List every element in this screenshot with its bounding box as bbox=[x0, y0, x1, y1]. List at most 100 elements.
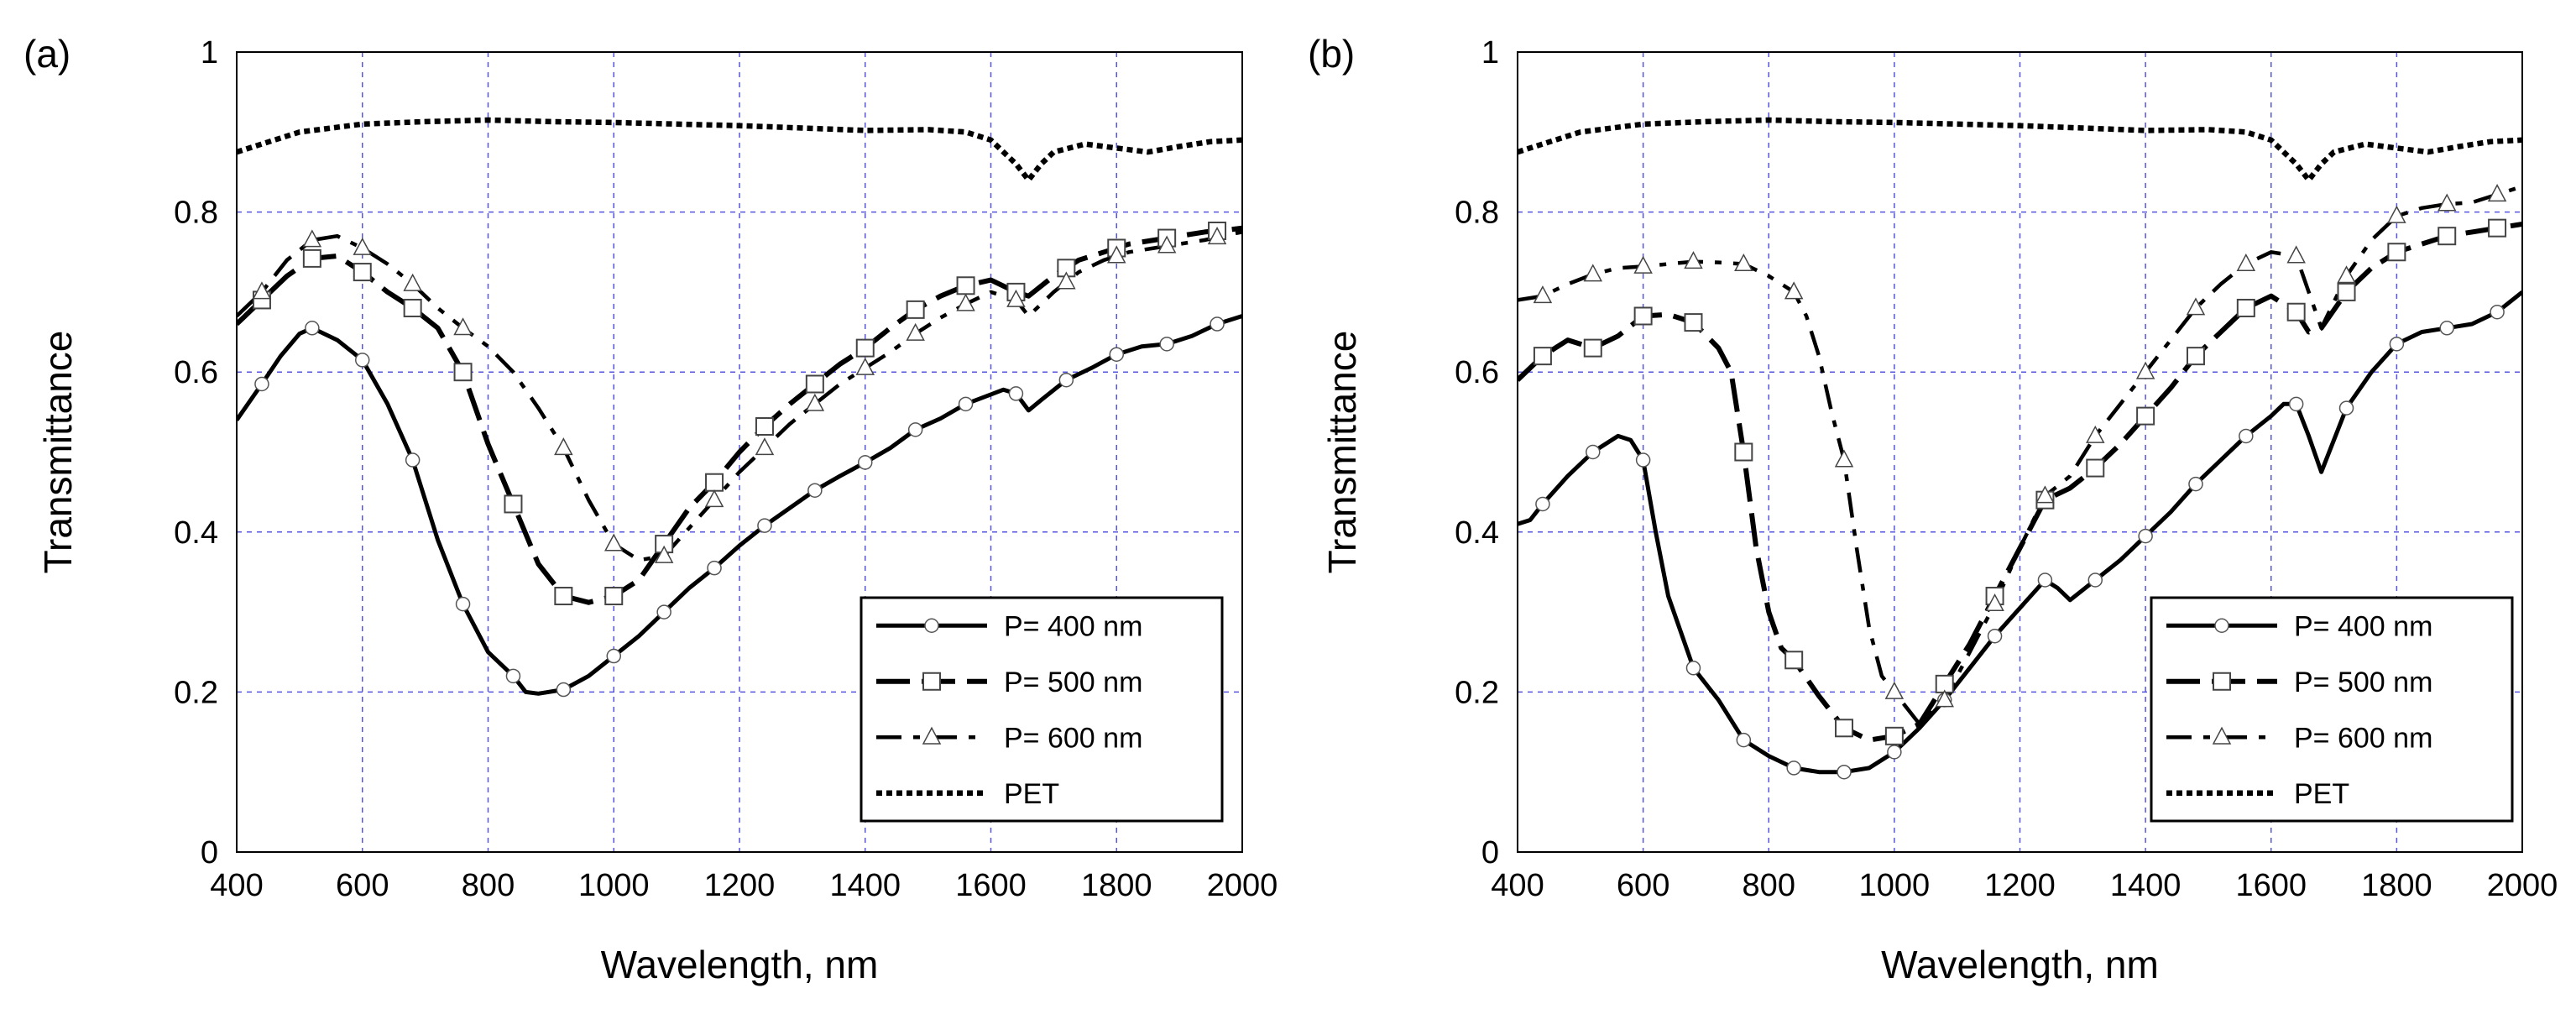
triangle-marker bbox=[1006, 289, 1026, 307]
x-tick-label: 1200 bbox=[704, 868, 776, 903]
triangle-marker bbox=[1684, 251, 1703, 269]
y-tick-label: 0.6 bbox=[174, 355, 218, 390]
series-line-1 bbox=[237, 314, 1242, 696]
circle-marker bbox=[1109, 347, 1124, 362]
square-marker bbox=[403, 298, 422, 317]
circle-marker bbox=[2338, 400, 2354, 416]
triangle-marker bbox=[604, 533, 624, 552]
y-tick-label: 0.4 bbox=[174, 515, 218, 551]
x-tick-label: 800 bbox=[1743, 868, 1795, 903]
triangle-marker bbox=[453, 317, 473, 336]
x-tick-label: 400 bbox=[210, 868, 263, 903]
legend-label-2: P= 500 nm bbox=[2294, 667, 2432, 698]
circle-marker bbox=[1837, 764, 1852, 780]
x-tick-label: 1200 bbox=[1984, 868, 2056, 903]
y-axis-label: Transmittance bbox=[1320, 331, 1364, 574]
chart-panel-b: 400 600 800 1000 1200 1400 1600 1800 2000 0 0.2 0.4… bbox=[1308, 32, 2558, 986]
circle-marker bbox=[1736, 732, 1752, 748]
circle-marker bbox=[2138, 528, 2153, 544]
series-line-4 bbox=[237, 117, 1242, 183]
series-line-4 bbox=[1518, 117, 2522, 183]
series-group bbox=[237, 117, 1242, 698]
circle-marker bbox=[556, 682, 572, 698]
triangle-marker bbox=[1533, 285, 1553, 304]
legend: P= 400 nm P= 500 nm P= 600 nm PET bbox=[2150, 596, 2514, 823]
circle-marker bbox=[958, 396, 974, 412]
series-group bbox=[1518, 117, 2522, 780]
x-tick-label: 600 bbox=[1617, 868, 1669, 903]
square-marker bbox=[554, 587, 573, 606]
x-tick-label: 1800 bbox=[2361, 868, 2432, 903]
square-marker bbox=[453, 363, 473, 382]
triangle-marker bbox=[2286, 245, 2306, 264]
triangle-marker bbox=[2487, 184, 2507, 202]
triangle-marker bbox=[1985, 593, 2004, 612]
square-marker bbox=[2236, 298, 2255, 317]
triangle-marker bbox=[906, 322, 925, 341]
circle-marker bbox=[1586, 444, 1601, 460]
circle-marker bbox=[606, 648, 621, 664]
legend-triangle-marker bbox=[2212, 726, 2232, 745]
x-axis-label: Wavelength, nm bbox=[601, 943, 879, 986]
circle-marker bbox=[1987, 628, 2003, 644]
square-marker bbox=[2488, 218, 2507, 238]
circle-marker bbox=[858, 455, 873, 470]
triangle-marker bbox=[855, 357, 875, 375]
x-tick-label: 1000 bbox=[1859, 868, 1931, 903]
y-tick-label: 0.2 bbox=[1455, 675, 1499, 710]
x-tick-label: 1400 bbox=[2110, 868, 2182, 903]
circle-marker bbox=[757, 518, 772, 533]
y-tick-label: 1 bbox=[201, 35, 218, 71]
circle-marker bbox=[2490, 304, 2505, 320]
square-marker bbox=[755, 417, 774, 437]
triangle-marker bbox=[1784, 281, 1804, 300]
legend-square-marker bbox=[922, 672, 941, 691]
y-tick-label: 0.4 bbox=[1455, 515, 1499, 551]
square-marker bbox=[302, 248, 321, 268]
y-tick-label: 0 bbox=[1481, 835, 1499, 870]
circle-marker bbox=[2087, 572, 2103, 588]
triangle-marker bbox=[2186, 297, 2206, 316]
square-marker bbox=[1533, 347, 1552, 366]
circle-marker bbox=[2439, 321, 2454, 336]
panel-label: (b) bbox=[1308, 32, 1355, 76]
triangle-marker bbox=[1834, 449, 1854, 468]
circle-marker bbox=[1685, 661, 1701, 676]
legend-label-1: P= 400 nm bbox=[2294, 610, 2432, 642]
circle-marker bbox=[1635, 452, 1651, 468]
triangle-marker bbox=[1884, 681, 1905, 699]
triangle-marker bbox=[805, 393, 825, 411]
legend-label-1: P= 400 nm bbox=[1004, 610, 1142, 642]
square-marker bbox=[353, 263, 372, 282]
square-marker bbox=[2337, 282, 2356, 301]
y-axis-label: Transmittance bbox=[36, 331, 80, 574]
triangle-marker bbox=[1207, 227, 1227, 245]
triangle-marker bbox=[302, 229, 322, 248]
triangle-marker bbox=[403, 273, 422, 291]
triangle-marker bbox=[755, 437, 775, 456]
x-tick-label: 2000 bbox=[1207, 868, 1278, 903]
circle-marker bbox=[2188, 476, 2203, 492]
circle-marker bbox=[1535, 496, 1550, 512]
triangle-marker bbox=[2387, 205, 2406, 223]
triangle-marker bbox=[1057, 271, 1076, 290]
legend-box bbox=[2150, 596, 2514, 823]
circle-marker bbox=[1210, 316, 1225, 332]
x-tick-label: 1000 bbox=[578, 868, 650, 903]
square-marker bbox=[1884, 726, 1904, 745]
square-marker bbox=[705, 473, 724, 492]
square-marker bbox=[1633, 306, 1653, 326]
triangle-marker bbox=[2437, 193, 2457, 212]
triangle-marker bbox=[654, 545, 674, 563]
square-marker bbox=[1684, 313, 1703, 332]
plot-frame bbox=[236, 51, 1243, 853]
triangle-marker bbox=[956, 293, 975, 311]
triangle-marker bbox=[1106, 245, 1126, 264]
x-tick-label: 400 bbox=[1491, 868, 1544, 903]
circle-marker bbox=[707, 560, 722, 576]
circle-marker bbox=[1058, 372, 1074, 388]
triangle-marker bbox=[2135, 361, 2155, 379]
series-line-3 bbox=[237, 230, 1242, 562]
triangle-marker bbox=[2086, 425, 2105, 443]
